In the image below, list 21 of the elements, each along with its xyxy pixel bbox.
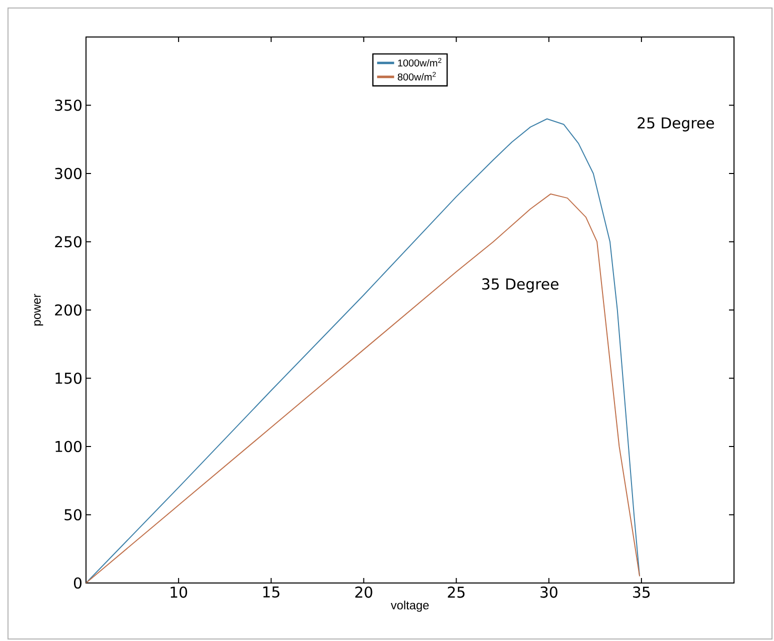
x-tick-label: 15 bbox=[263, 586, 280, 598]
x-tick-label: 20 bbox=[355, 586, 372, 598]
x-axis-title: voltage bbox=[390, 600, 429, 612]
legend-label: 800w/m$^{2}$ bbox=[398, 72, 436, 80]
y-tick-label: 100 bbox=[56, 440, 82, 452]
x-tick-label: 30 bbox=[540, 586, 558, 598]
y-axis-title: power bbox=[34, 294, 44, 326]
legend-label: 1000w/m$^{2}$ bbox=[398, 58, 442, 67]
y-tick-label: 150 bbox=[56, 372, 82, 384]
y-tick-label: 250 bbox=[55, 236, 82, 248]
line-series bbox=[86, 193, 640, 583]
y-tick-label: 50 bbox=[64, 509, 82, 520]
x-tick-label: 10 bbox=[170, 586, 188, 598]
y-tick-label: 300 bbox=[55, 168, 82, 180]
x-tick-label: 25 bbox=[448, 586, 464, 598]
y-tick-label: 200 bbox=[55, 304, 82, 316]
annotation: 35 Degree bbox=[482, 278, 558, 293]
y-tick-label: 0 bbox=[74, 577, 82, 589]
y-tick-label: 350 bbox=[55, 100, 82, 111]
x-tick-label: 35 bbox=[633, 586, 650, 598]
annotation: 25 Degree bbox=[638, 117, 714, 132]
